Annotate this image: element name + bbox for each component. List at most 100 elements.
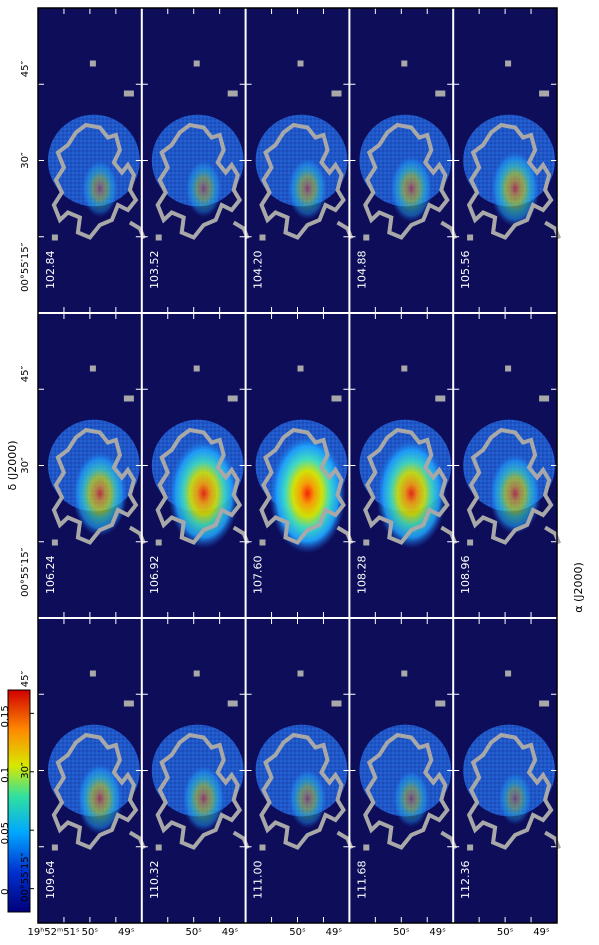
contour-fragment: [193, 365, 200, 372]
y-tick-label: 00°55′15″: [20, 242, 31, 291]
contour-fragment: [467, 539, 474, 546]
y-tick-label: 30″: [20, 762, 31, 779]
y-tick-label: 30″: [20, 152, 31, 169]
contour-fragment: [539, 700, 550, 707]
contour-fragment: [401, 60, 408, 67]
velocity-label: 110.32: [148, 861, 161, 900]
contour: [259, 122, 346, 240]
contour-fragment: [467, 234, 474, 241]
contour-fragment: [505, 60, 512, 67]
contour: [466, 122, 554, 240]
contour-fragment: [544, 525, 561, 545]
contour: [466, 427, 554, 545]
plot-frame: [37, 7, 558, 924]
x-tick-label: 49ˢ: [429, 927, 446, 938]
contour-fragment: [505, 365, 512, 372]
contour-fragment: [193, 670, 200, 677]
emission-peak: [375, 438, 447, 549]
contour-fragment: [363, 844, 370, 851]
emission-peak: [168, 438, 240, 549]
contour-fragment: [331, 395, 342, 402]
channel-panel: 107.60: [245, 313, 354, 618]
contour-fragment: [123, 395, 134, 402]
contour-fragment: [89, 365, 96, 372]
colorbar-tick-label: 0.1: [0, 767, 11, 783]
channel-panel: 104.20: [245, 8, 354, 313]
contour-fragment: [51, 234, 58, 241]
x-tick-label: 50ˢ: [82, 927, 99, 938]
contour-fragment: [544, 830, 561, 850]
contour-fragment: [331, 700, 342, 707]
contour: [363, 122, 450, 240]
colorbar-tick-label: 0.15: [0, 705, 11, 727]
contour-fragment: [155, 539, 162, 546]
velocity-label: 111.00: [252, 861, 265, 900]
emission-peak: [76, 762, 124, 835]
velocity-label: 108.96: [459, 556, 472, 595]
velocity-label: 111.68: [355, 861, 368, 900]
contour-fragment: [539, 395, 550, 402]
contour-fragment: [155, 234, 162, 241]
contour: [51, 732, 139, 850]
emission-peak: [488, 452, 542, 535]
colorbar-tick-label: 0.05: [0, 822, 11, 844]
channel-panel: 104.88: [349, 8, 458, 313]
velocity-label: 109.64: [44, 861, 57, 900]
contour-fragment: [435, 700, 446, 707]
velocity-label: 107.60: [252, 556, 265, 595]
x-axis-label-rotated: α (J2000): [572, 562, 585, 613]
emission-peak: [389, 154, 433, 223]
contour-fragment: [544, 220, 561, 240]
contour: [363, 732, 450, 850]
emission-peak: [392, 769, 430, 828]
y-tick-label: 45″: [20, 671, 31, 688]
emission-peak: [288, 768, 327, 829]
contour-fragment: [297, 60, 304, 67]
contour-fragment: [123, 90, 134, 97]
y-tick-label: 00°55′15″: [20, 547, 31, 596]
x-tick-label: 49ˢ: [118, 927, 135, 938]
channel-panel: 108.28: [349, 313, 458, 618]
velocity-label: 106.24: [44, 556, 57, 595]
emission-peak: [185, 159, 223, 218]
contour-fragment: [89, 670, 96, 677]
x-tick-label: 19ʰ52ᵐ51ˢ: [27, 927, 79, 938]
velocity-label: 108.28: [355, 556, 368, 595]
contour-fragment: [227, 700, 238, 707]
contour-fragment: [363, 234, 370, 241]
y-tick-label: 45″: [20, 61, 31, 78]
contour-fragment: [51, 844, 58, 851]
emission-peak: [498, 771, 533, 826]
channel-panel: 112.36: [453, 618, 561, 923]
colorbar: [7, 689, 31, 913]
contour-fragment: [297, 365, 304, 372]
contour-fragment: [539, 90, 550, 97]
contour: [466, 732, 554, 850]
y-tick-label: 45″: [20, 366, 31, 383]
velocity-label: 104.88: [355, 251, 368, 290]
contour-fragment: [505, 670, 512, 677]
contour-fragment: [259, 234, 266, 241]
contour: [51, 427, 139, 545]
contour-fragment: [435, 90, 446, 97]
velocity-label: 103.52: [148, 251, 161, 290]
emission-peak: [287, 157, 328, 220]
channel-panel: 102.84: [38, 8, 146, 313]
contour-fragment: [259, 844, 266, 851]
channel-panel: 110.32: [141, 618, 250, 923]
contour-fragment: [89, 60, 96, 67]
contour-fragment: [363, 539, 370, 546]
contour-fragment: [123, 700, 134, 707]
channel-panel: 109.64: [38, 618, 146, 923]
channel-panel: 105.56: [453, 8, 561, 313]
channel-panel: 103.52: [141, 8, 250, 313]
contour: [363, 427, 450, 545]
x-tick-label: 50ˢ: [393, 927, 410, 938]
contour: [259, 732, 346, 850]
contour-fragment: [227, 395, 238, 402]
velocity-label: 102.84: [44, 251, 57, 290]
contour: [51, 122, 139, 240]
x-tick-label: 49ˢ: [222, 927, 239, 938]
